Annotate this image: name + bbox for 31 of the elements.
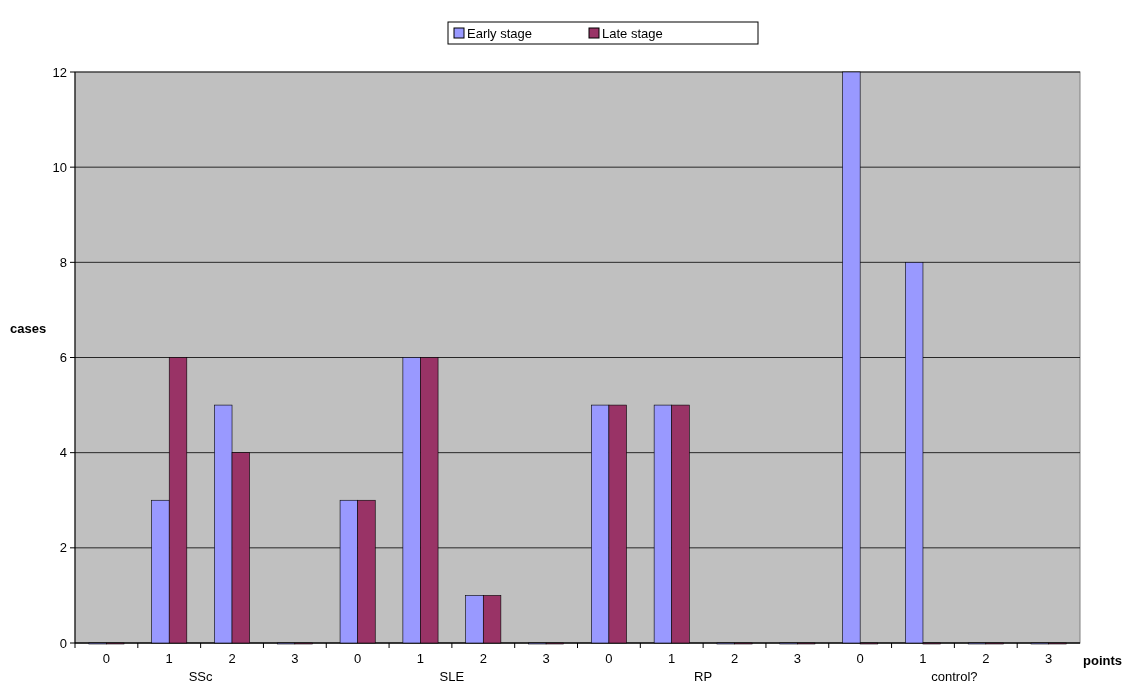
x-tick-label: 2	[479, 651, 487, 666]
y-tick-label: 8	[59, 254, 67, 270]
y-tick-label: 0	[59, 635, 67, 651]
text: SLE	[439, 669, 465, 684]
x-tick-label: 0	[102, 651, 111, 666]
x-tick-label: 2	[228, 651, 236, 666]
x-tick-label: 1	[919, 651, 927, 666]
y-tick-label: 6	[59, 350, 67, 366]
x-axis-title: points	[1083, 653, 1122, 668]
text: control?	[931, 669, 978, 684]
y-axis-title: cases	[10, 320, 47, 336]
x-tick-label: 3	[542, 651, 550, 666]
x-tick-label: 3	[793, 651, 801, 666]
x-tick-label: 3	[1044, 651, 1053, 666]
x-tick-label: 0	[856, 651, 864, 666]
legend-label: Early stage	[467, 26, 533, 41]
x-tick-label: 3	[291, 651, 299, 666]
x-tick-label: 1	[416, 651, 425, 666]
x-tick-label: 1	[668, 651, 676, 666]
y-tick-label: 10	[52, 159, 67, 175]
x-tick-label: 1	[165, 651, 173, 666]
x-tick-label: 0	[354, 651, 362, 666]
text: RP	[694, 669, 713, 684]
x-tick-label: 0	[605, 651, 613, 666]
y-tick-label: 4	[59, 445, 67, 461]
y-tick-label: 2	[59, 540, 67, 556]
legend-label: Late stage	[602, 26, 663, 41]
y-tick-label: 12	[52, 64, 67, 80]
x-tick-label: 2	[982, 651, 990, 666]
x-tick-label: 2	[730, 651, 739, 666]
text: SSc	[188, 669, 214, 684]
